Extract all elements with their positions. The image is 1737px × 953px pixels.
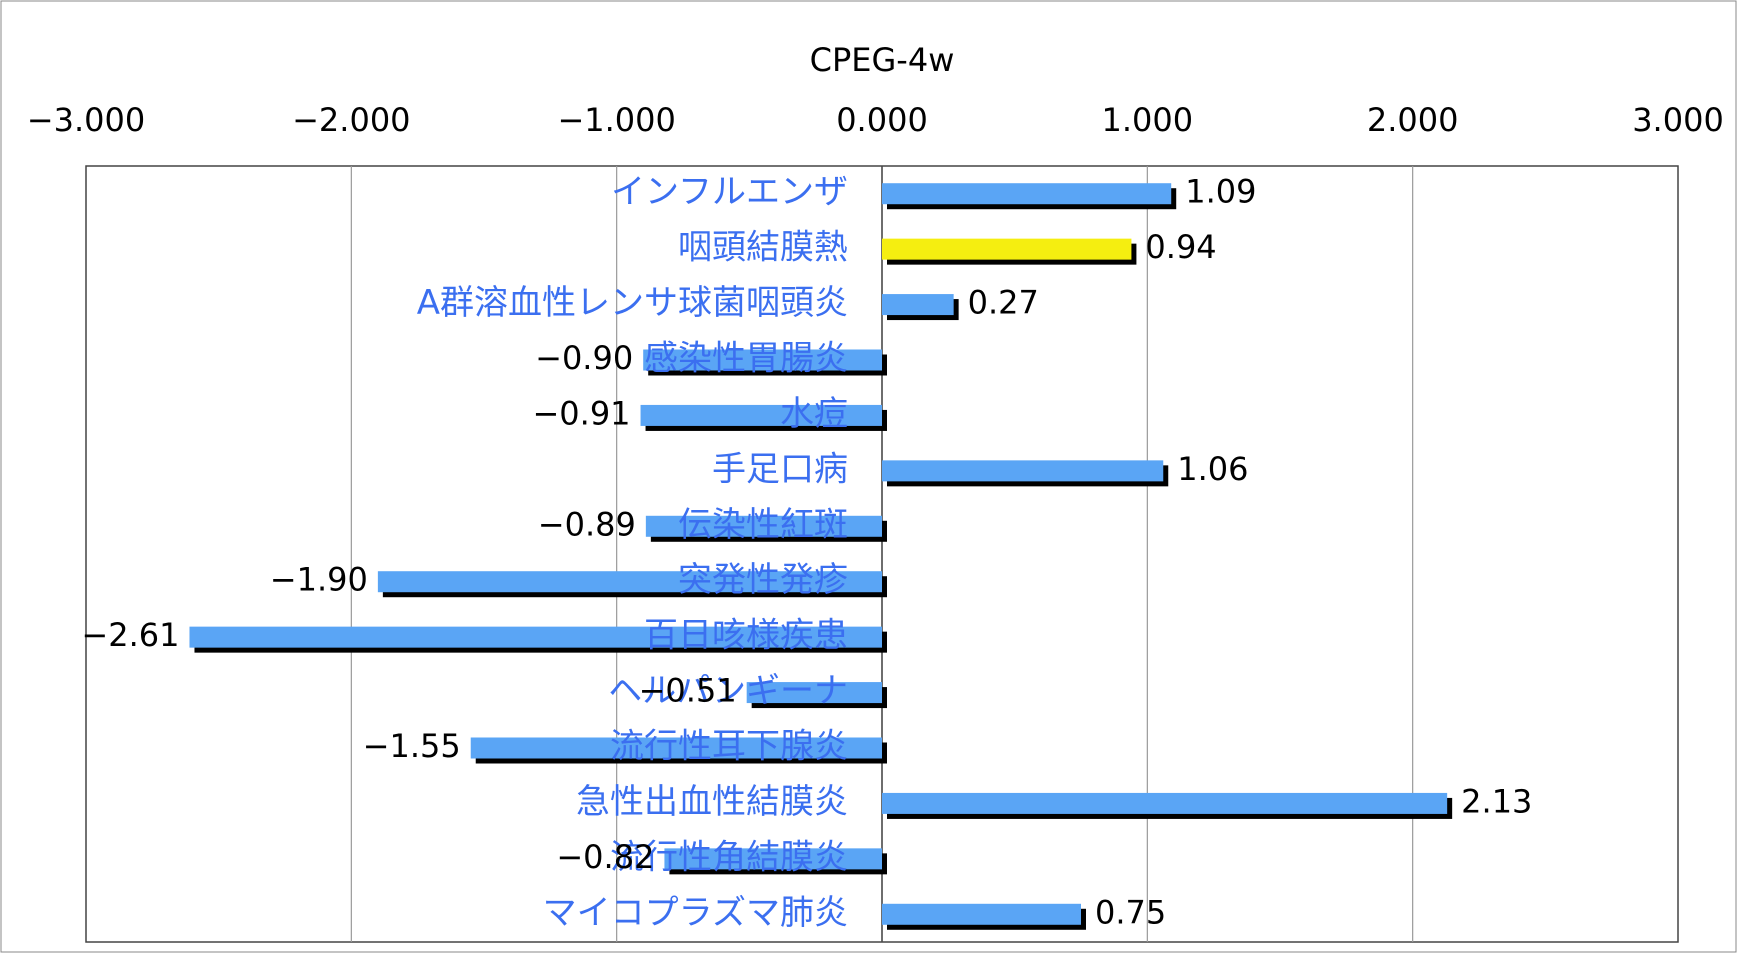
bar [882,460,1164,482]
bar [882,183,1172,205]
value-label: −0.51 [639,672,737,710]
bar [882,294,954,316]
category-label: 感染性胃腸炎 [644,339,848,379]
category-label: マイコプラズマ肺炎 [543,893,848,933]
value-label: 0.94 [1145,228,1216,266]
value-label: −1.90 [270,561,368,599]
bar [640,404,882,426]
x-tick-label: −1.000 [557,101,675,139]
bar [645,515,882,537]
bar [470,737,882,759]
value-label: −0.90 [535,339,633,377]
bar [664,848,882,870]
category-label: 急性出血性結膜炎 [576,782,848,822]
category-label: 流行性耳下腺炎 [610,727,848,767]
x-tick-label: −2.000 [292,101,410,139]
bar [189,626,883,648]
bar [746,682,882,704]
category-label: A群溶血性レンサ球菌咽頭炎 [417,283,848,323]
chart-title: CPEG-4w [810,41,955,79]
x-tick-label: −3.000 [27,101,145,139]
category-label: インフルエンザ [611,172,848,212]
value-label: −0.89 [538,505,636,543]
x-tick-label: 3.000 [1632,101,1724,139]
value-label: 2.13 [1461,782,1532,820]
category-label: 咽頭結膜熱 [678,228,848,268]
value-label: −0.91 [532,394,630,432]
value-label: −2.61 [81,616,179,654]
value-label: −0.82 [556,838,654,876]
bar [882,903,1081,925]
value-label: −1.55 [363,727,461,765]
category-label: 伝染性紅斑 [678,505,848,545]
category-label: 突発性発疹 [678,560,848,600]
x-tick-label: 0.000 [836,101,928,139]
category-label: ヘルパンギーナ [608,671,848,711]
value-label: 1.09 [1185,173,1256,211]
category-label: 手足口病 [712,449,848,489]
bar [882,238,1132,260]
bar [377,571,882,593]
bar [643,349,882,371]
x-tick-label: 1.000 [1102,101,1194,139]
category-label: 水痘 [780,394,848,434]
category-label: 百日咳様疾患 [644,616,848,656]
value-label: 0.75 [1095,893,1166,931]
category-label: 流行性角結膜炎 [610,837,848,877]
bar [882,792,1448,814]
x-tick-label: 2.000 [1367,101,1459,139]
value-label: 1.06 [1177,450,1248,488]
value-label: 0.27 [968,284,1039,322]
